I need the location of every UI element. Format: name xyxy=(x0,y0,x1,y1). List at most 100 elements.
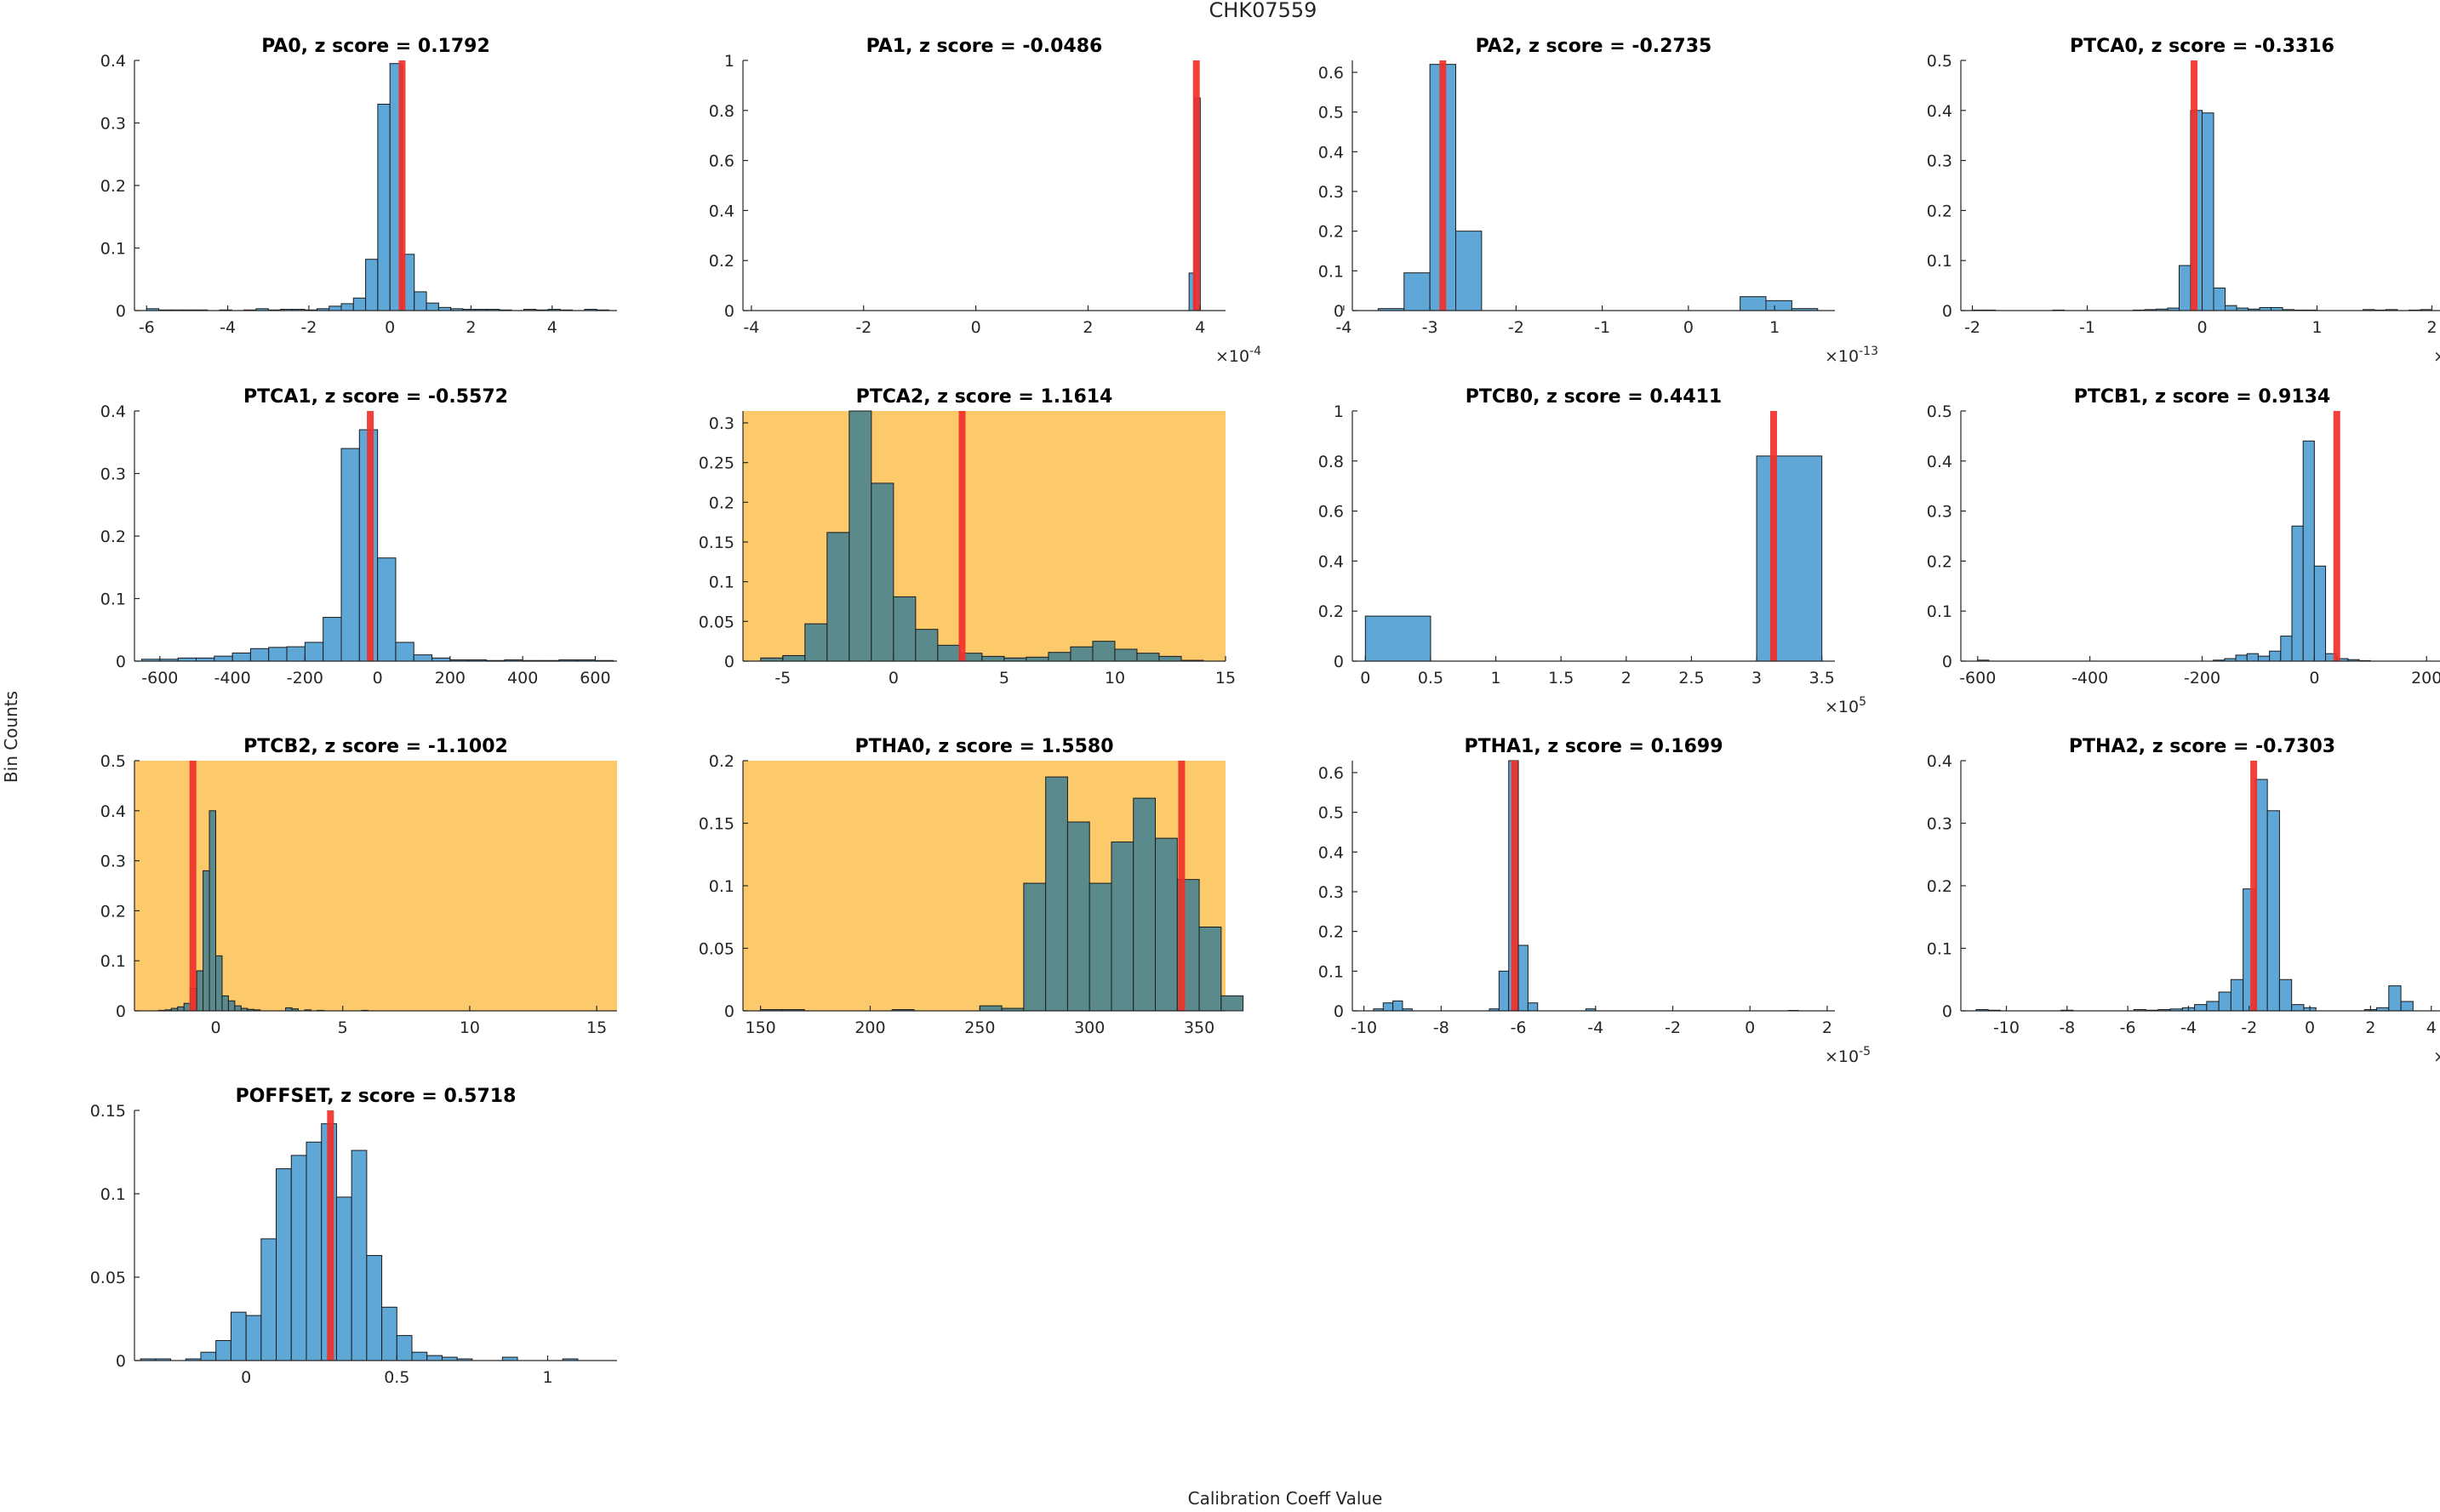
y-tick-label: 0.2 xyxy=(709,494,734,512)
x-tick-label: -400 xyxy=(2071,669,2108,688)
histogram-bar xyxy=(979,1005,1003,1012)
histogram-bar xyxy=(183,1002,191,1012)
histogram-bar xyxy=(2400,1001,2414,1012)
histogram-bar xyxy=(411,1351,428,1361)
x-tick-label: -3 xyxy=(1422,318,1438,337)
histogram-grid: -6 -4 -2 0 2 4 0 0.1 0.2 0.3 0.4 PA0, z score = 0.1… xyxy=(90,36,2440,1387)
y-tick-label: 0.2 xyxy=(1927,202,1952,220)
histogram-bar xyxy=(2257,655,2271,662)
reference-value-line xyxy=(2191,60,2198,311)
y-tick-label: 0.3 xyxy=(100,853,126,871)
histogram-bar xyxy=(196,970,204,1012)
histogram-bar xyxy=(276,1168,292,1361)
x-tick-label: -4 xyxy=(1335,318,1351,337)
histogram-bar xyxy=(234,1005,242,1012)
histogram-panel: -10 -8 -6 -4 -2 0 2 0 0.1 0.2 0.3 0.4 0.5 0.6 ×10-5 PTH… xyxy=(1318,736,1871,1066)
y-tick-label: 0.2 xyxy=(100,528,126,546)
panel-title: PA1, z score = -0.0486 xyxy=(866,36,1103,57)
x-tick-label: 0 xyxy=(1745,1018,1755,1037)
y-tick-label: 0.4 xyxy=(100,52,126,71)
y-tick-label: 0.8 xyxy=(1318,453,1344,471)
panel-title: PTHA1, z score = 0.1699 xyxy=(1464,736,1723,757)
histogram-bar xyxy=(396,1335,413,1361)
histogram-bar xyxy=(849,410,872,662)
y-tick-label: 0 xyxy=(1942,302,1952,321)
histogram-bar xyxy=(221,995,229,1012)
histogram-bar xyxy=(214,655,233,662)
panel-title: PTCB0, z score = 0.4411 xyxy=(1466,386,1723,408)
panel-title: PTHA2, z score = -0.7303 xyxy=(2069,736,2335,757)
histogram-bar xyxy=(1133,797,1157,1012)
y-tick-label: 0.4 xyxy=(1318,143,1344,162)
x-tick-label: 2 xyxy=(2426,318,2437,337)
histogram-bar xyxy=(366,1255,383,1361)
y-tick-label: 0.4 xyxy=(100,402,126,421)
global-x-axis-label: Calibration Coeff Value xyxy=(1188,1488,1383,1509)
y-tick-label: 0.4 xyxy=(1927,102,1952,121)
panel-title: PTCB2, z score = -1.1002 xyxy=(243,736,508,757)
histogram-bar xyxy=(203,870,210,1012)
histogram-bar xyxy=(377,103,391,311)
y-tick-label: 0.6 xyxy=(1318,64,1344,83)
x-tick-label: 150 xyxy=(745,1018,775,1037)
y-tick-label: 0 xyxy=(724,1002,734,1021)
y-tick-label: 0 xyxy=(1334,302,1344,321)
histogram-bar xyxy=(352,297,367,311)
y-tick-label: 0.1 xyxy=(709,877,734,896)
x-tick-label: -8 xyxy=(1433,1018,1449,1037)
x-tick-label: 1 xyxy=(2311,318,2322,337)
histogram-bar xyxy=(2235,654,2248,662)
histogram-bar xyxy=(2202,112,2214,311)
x-axis-exponent: ×105 xyxy=(1825,695,1866,716)
histogram-bar xyxy=(937,644,961,662)
histogram-panel: 0 0.5 1 1.5 2 2.5 3 3.5 0 0.2 0.4 0.6 0.8 1 ×105 PTCB0,… xyxy=(1318,386,1866,716)
histogram-bar xyxy=(2291,1004,2305,1012)
histogram-panel: 150 200 250 300 350 0 0.05 0.1 0.15 0.2 PTHA0, z s… xyxy=(699,736,1244,1037)
y-tick-label: 0 xyxy=(1942,1002,1952,1021)
y-tick-label: 1 xyxy=(1334,402,1344,421)
y-tick-label: 0.3 xyxy=(709,414,734,433)
x-tick-label: 200 xyxy=(854,1018,885,1037)
x-tick-label: -2 xyxy=(1964,318,1980,337)
x-tick-label: 2 xyxy=(1822,1018,1832,1037)
y-tick-label: 0 xyxy=(116,653,126,671)
x-tick-label: -10 xyxy=(1351,1018,1377,1037)
x-tick-label: 5 xyxy=(338,1018,348,1037)
histogram-bar xyxy=(426,1355,443,1361)
histogram-bar xyxy=(215,1339,231,1361)
y-tick-label: 0.4 xyxy=(100,802,126,821)
x-tick-label: 10 xyxy=(1105,669,1125,688)
histogram-bar xyxy=(2230,979,2244,1012)
x-axis-exponent: ×10-4 xyxy=(1215,345,1261,366)
x-tick-label: 0 xyxy=(1360,669,1370,688)
x-axis-exponent: ×10-5 xyxy=(1825,1045,1871,1066)
x-tick-label: -200 xyxy=(287,669,323,688)
x-tick-label: -2 xyxy=(855,318,871,337)
y-tick-label: 0.3 xyxy=(100,465,126,484)
histogram-bar xyxy=(260,1238,277,1361)
histogram-bar xyxy=(2313,565,2327,662)
x-axis-exponent: ×10-12 xyxy=(2433,1045,2440,1066)
histogram-bar xyxy=(804,623,828,662)
histogram-bar xyxy=(1198,927,1222,1012)
histogram-bar xyxy=(2194,1004,2208,1012)
histogram-bar xyxy=(329,305,342,311)
y-tick-label: 0.6 xyxy=(1318,503,1344,522)
histogram-bar xyxy=(2269,650,2282,662)
y-tick-label: 0.2 xyxy=(100,177,126,196)
histogram-bar xyxy=(2278,979,2293,1012)
panel-title: POFFSET, z score = 0.5718 xyxy=(236,1086,517,1107)
histogram-bar xyxy=(1023,882,1047,1012)
y-tick-label: 0.3 xyxy=(1318,883,1344,902)
x-tick-label: -600 xyxy=(141,669,178,688)
x-tick-label: 400 xyxy=(507,669,538,688)
x-tick-label: -200 xyxy=(2184,669,2220,688)
histogram-bar xyxy=(2266,810,2280,1012)
x-tick-label: -4 xyxy=(220,318,236,337)
x-axis-exponent: ×10-13 xyxy=(1825,345,1878,366)
histogram-bar xyxy=(2302,440,2315,662)
histogram-bar xyxy=(290,1155,307,1361)
x-tick-label: 3.5 xyxy=(1809,669,1835,688)
y-tick-label: 0.1 xyxy=(100,591,126,609)
y-tick-label: 0 xyxy=(1334,1002,1344,1021)
